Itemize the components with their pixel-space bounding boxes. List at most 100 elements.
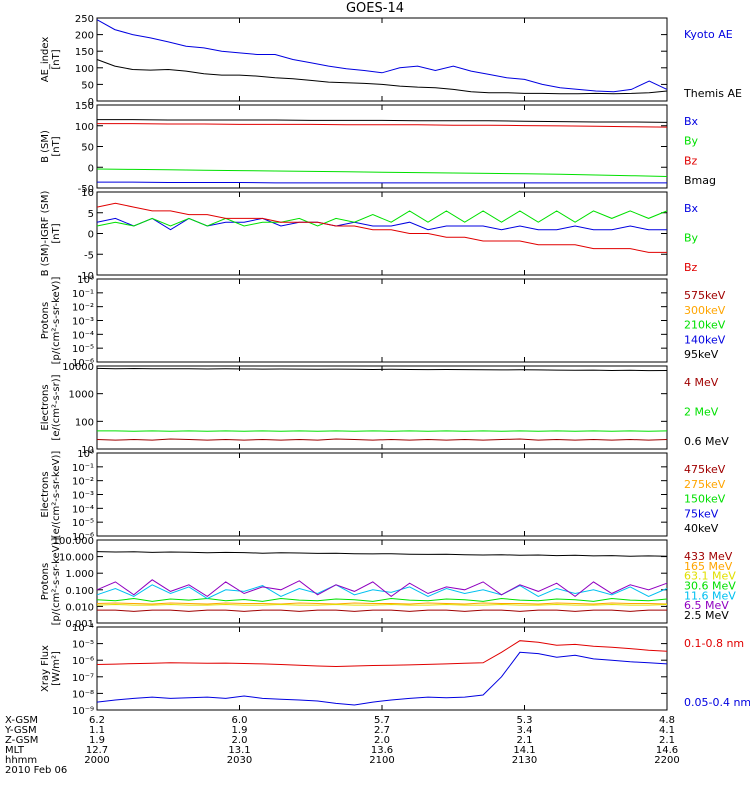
y-axis-label: [p/(cm²-s-sr-keV)]: [51, 277, 62, 365]
y-tick-label: 5: [88, 209, 94, 220]
series-line-0-1-0-8-nm: [96, 640, 668, 668]
legend-entry: Bz: [684, 261, 698, 274]
legend-entry: By: [684, 232, 699, 245]
series-line-433-mev: [97, 609, 667, 612]
y-tick-label: 10⁻⁵: [72, 344, 94, 355]
x-axis-value: 6.2: [89, 715, 105, 726]
legend-entry: Bz: [684, 154, 698, 167]
x-axis-value: 12.7: [86, 745, 108, 756]
series-line-by: [96, 210, 668, 227]
legend-entry: 6.5 MeV: [684, 599, 729, 612]
legend-entry: Bx: [684, 115, 699, 128]
x-axis-value: 14.1: [513, 745, 535, 756]
series-line-bx: [96, 217, 667, 231]
y-tick-label: 10⁻⁹: [72, 706, 94, 717]
panel-frame-4: [96, 278, 668, 363]
legend-entry: 0.05-0.4 nm: [684, 696, 750, 709]
y-tick-label: 100: [75, 64, 94, 75]
x-axis-value: 2.1: [517, 735, 533, 746]
y-tick-label: 10⁻⁵: [72, 640, 94, 651]
x-axis-value: 2200: [654, 755, 679, 766]
x-axis-value: 2130: [512, 755, 537, 766]
legend-entry: 11.6 MeV: [684, 589, 736, 602]
y-axis-label: [e/(cm²-s-sr-keV)]: [51, 451, 62, 539]
y-tick-label: 10⁻⁴: [72, 330, 94, 341]
y-axis-label: [nT]: [51, 223, 62, 243]
y-tick-label: 10⁻⁶: [72, 358, 94, 369]
y-tick-label: 10: [81, 445, 94, 456]
series-line-kyoto-ae: [96, 19, 668, 93]
y-tick-label: 10⁰: [77, 275, 94, 286]
legend-entry: 140keV: [684, 333, 726, 346]
x-axis-value: 1.9: [232, 725, 248, 736]
x-axis-value: 4.1: [659, 725, 675, 736]
y-tick-label: 100.000: [53, 536, 94, 547]
series-line-11-6-mev: [96, 584, 668, 600]
y-tick-label: 10000: [62, 362, 94, 373]
y-axis-label: [nT]: [51, 49, 62, 69]
y-tick-label: 200: [75, 31, 94, 42]
panel-frame-6: [96, 452, 668, 537]
y-tick-label: 0: [88, 163, 94, 174]
legend-entry: Kyoto AE: [684, 28, 733, 41]
x-axis-value: 2.7: [374, 725, 390, 736]
y-axis-label: Electrons: [40, 384, 51, 430]
x-axis-value: 13.1: [228, 745, 250, 756]
y-tick-label: -5: [84, 250, 94, 261]
x-axis-value: 2100: [369, 755, 394, 766]
y-tick-label: 1.000: [65, 569, 94, 580]
x-axis-value: 2000: [84, 755, 109, 766]
y-axis-label: [nT]: [51, 136, 62, 156]
y-tick-label: 10⁻²: [72, 477, 94, 488]
legend-entry: 475keV: [684, 463, 726, 476]
series-line-6-5-mev: [96, 579, 668, 598]
y-tick-label: 10⁻⁴: [72, 623, 94, 634]
x-axis-value: 1.1: [89, 725, 105, 736]
x-axis-row-label: MLT: [5, 745, 25, 756]
y-tick-label: 10⁰: [77, 449, 94, 460]
legend-entry: 433 MeV: [684, 550, 733, 563]
y-axis-label: [e/(cm²-s-sr)]: [51, 374, 62, 440]
y-tick-label: -50: [78, 184, 94, 195]
x-axis-row-label: Y-GSM: [4, 725, 37, 736]
y-tick-label: 10⁻⁷: [72, 673, 94, 684]
legend-entry: 0.1-0.8 nm: [684, 637, 744, 650]
series-line-bmag: [97, 119, 668, 123]
legend-entry: 210keV: [684, 319, 726, 332]
y-tick-label: 100: [75, 122, 94, 133]
y-axis-label: Protons: [40, 302, 51, 339]
y-tick-label: 10⁻³: [72, 491, 94, 502]
x-axis-value: 14.6: [656, 745, 678, 756]
y-tick-label: 10⁻⁶: [72, 656, 94, 667]
y-axis-label: Electrons: [40, 471, 51, 517]
y-tick-label: 0.001: [65, 619, 94, 630]
y-axis-label: Protons: [40, 563, 51, 600]
legend-entry: 2 MeV: [684, 406, 719, 419]
x-axis-value: 6.0: [232, 715, 248, 726]
y-tick-label: 250: [75, 14, 94, 25]
x-axis-value: 2.0: [374, 735, 390, 746]
x-axis-value: 2.1: [659, 735, 675, 746]
y-tick-label: 100: [75, 417, 94, 428]
y-tick-label: 10⁻⁵: [72, 518, 94, 529]
panel-frame-5: [96, 365, 668, 450]
y-tick-label: 10⁻¹: [72, 289, 94, 300]
x-axis-value: 3.4: [517, 725, 533, 736]
y-tick-label: 10: [81, 188, 94, 199]
x-axis-value: 1.9: [89, 735, 105, 746]
x-axis-value: 4.8: [659, 715, 675, 726]
series-line-by: [96, 168, 668, 177]
series-line-bz: [97, 123, 668, 128]
y-tick-label: 0: [88, 230, 94, 241]
series-line-0-6-mev: [96, 367, 668, 372]
legend-entry: 575keV: [684, 289, 726, 302]
legend-entry: 63.1 MeV: [684, 570, 736, 583]
y-tick-label: 1000: [69, 390, 94, 401]
y-axis-label: B (SM): [40, 130, 51, 163]
series-line-0-05-0-4-nm: [96, 651, 668, 706]
y-axis-label: Xray Flux: [40, 645, 51, 692]
y-tick-label: 10⁻⁶: [72, 532, 94, 543]
legend-entry: 300keV: [684, 304, 726, 317]
x-axis-row-label: X-GSM: [5, 715, 38, 726]
